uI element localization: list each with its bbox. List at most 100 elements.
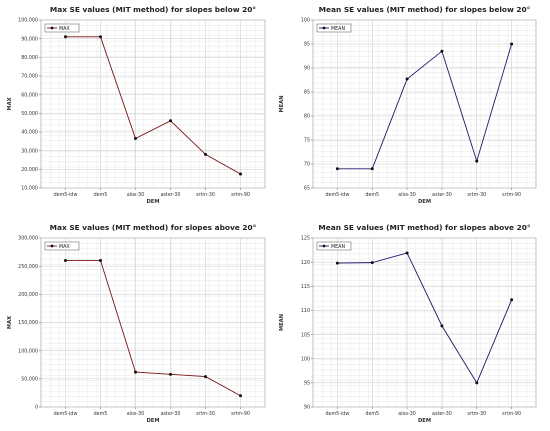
data-point	[204, 375, 207, 379]
y-tick-label: 100,000	[18, 18, 38, 24]
y-tick-label: 100	[301, 356, 310, 362]
y-tick-label: 70,000	[21, 74, 38, 80]
data-point	[169, 372, 172, 376]
x-tick-label: alos-30	[127, 411, 145, 417]
data-point	[239, 394, 242, 398]
legend-label: MEAN	[331, 244, 345, 250]
legend-box	[44, 241, 80, 251]
y-tick-label: 80,000	[21, 55, 38, 61]
x-tick-label: srtm-30	[196, 411, 215, 417]
x-tick-label: dem5-idw	[326, 192, 350, 198]
data-point	[405, 77, 409, 81]
x-tick-label: dem5	[365, 411, 379, 417]
legend-label: MAX	[59, 244, 70, 250]
data-point	[335, 167, 339, 171]
data-point	[134, 370, 137, 374]
data-point	[169, 119, 172, 123]
legend: MAX	[44, 241, 80, 251]
x-axis-label: DEM	[146, 199, 159, 205]
legend-marker	[50, 244, 54, 248]
y-tick-label: 70	[304, 162, 310, 168]
y-tick-label: 50,000	[21, 377, 38, 383]
y-tick-label: 30,000	[21, 148, 38, 154]
x-axis-label: DEM	[418, 199, 431, 205]
data-point	[335, 261, 339, 265]
y-tick-label: 95	[304, 381, 310, 387]
x-tick-label: srtm-90	[231, 411, 250, 417]
x-tick-label: dem5	[94, 411, 108, 417]
y-tick-label: 10,000	[21, 186, 38, 192]
x-tick-label: srtm-30	[467, 411, 486, 417]
chart-panel-4: Mean SE values (MIT method) for slopes a…	[279, 223, 537, 424]
series-line	[65, 36, 241, 175]
chart-title: Mean SE values (MIT method) for slopes b…	[319, 5, 531, 14]
legend-marker	[322, 26, 326, 30]
y-tick-label: 65	[304, 186, 310, 192]
data-point	[64, 35, 67, 39]
y-tick-label: 90	[304, 66, 310, 72]
series-line	[337, 252, 513, 384]
legend-label: MEAN	[331, 26, 345, 32]
legend-marker	[50, 26, 54, 30]
data-point	[370, 167, 374, 171]
y-tick-label: 300,000	[18, 236, 38, 242]
y-tick-label: 200,000	[18, 292, 38, 298]
y-tick-label: 50,000	[21, 111, 38, 117]
legend-box	[316, 241, 352, 251]
y-tick-label: 150,000	[18, 320, 38, 326]
chart-title: Mean SE values (MIT method) for slopes a…	[318, 223, 530, 232]
y-tick-label: 95	[304, 42, 310, 48]
legend-marker	[322, 244, 326, 248]
x-tick-label: alos-30	[398, 192, 416, 198]
chart-title: Max SE values (MIT method) for slopes be…	[50, 5, 257, 14]
y-axis-label: MAX	[7, 97, 13, 110]
x-tick-label: dem5-idw	[326, 411, 350, 417]
x-tick-label: dem5-idw	[54, 192, 78, 198]
series-line	[65, 260, 241, 397]
legend: MAX	[44, 23, 80, 33]
legend-box	[44, 23, 80, 33]
x-tick-label: aster-30	[432, 411, 452, 417]
data-point	[370, 261, 374, 265]
x-tick-label: srtm-90	[231, 192, 250, 198]
y-tick-label: 20,000	[21, 167, 38, 173]
y-tick-label: 85	[304, 90, 310, 96]
y-tick-label: 100,000	[18, 348, 38, 354]
data-point	[204, 152, 207, 156]
y-tick-label: 115	[301, 284, 310, 290]
x-tick-label: dem5-idw	[54, 411, 78, 417]
y-tick-label: 100	[301, 18, 310, 24]
x-tick-label: alos-30	[127, 192, 145, 198]
y-tick-label: 110	[301, 308, 310, 314]
x-tick-label: srtm-30	[467, 192, 486, 198]
y-axis-label: MAX	[7, 316, 13, 329]
y-tick-label: 75	[304, 138, 310, 144]
y-tick-label: 0	[35, 405, 38, 411]
y-tick-label: 250,000	[18, 264, 38, 270]
chart-panel-1: Max SE values (MIT method) for slopes be…	[7, 5, 266, 205]
y-tick-label: 90,000	[21, 36, 38, 42]
legend-label: MAX	[59, 26, 70, 32]
data-point	[440, 49, 444, 53]
x-tick-label: srtm-90	[502, 411, 521, 417]
legend-box	[316, 23, 352, 33]
x-axis-label: DEM	[146, 418, 159, 424]
chart-panel-2: Mean SE values (MIT method) for slopes b…	[279, 5, 537, 205]
chart-panel-3: Max SE values (MIT method) for slopes ab…	[7, 223, 266, 424]
y-axis-label: MEAN	[279, 95, 285, 112]
x-tick-label: dem5	[94, 192, 108, 198]
data-point	[239, 172, 242, 176]
legend: MEAN	[316, 23, 352, 33]
x-tick-label: dem5	[365, 192, 379, 198]
legend: MEAN	[316, 241, 352, 251]
data-point	[134, 137, 137, 141]
data-point	[510, 298, 514, 302]
x-tick-label: alos-30	[398, 411, 416, 417]
series-line	[337, 43, 513, 170]
x-tick-label: srtm-90	[502, 192, 521, 198]
data-point	[99, 259, 102, 263]
y-axis-label: MEAN	[279, 314, 285, 331]
x-tick-label: srtm-30	[196, 192, 215, 198]
y-tick-label: 60,000	[21, 92, 38, 98]
